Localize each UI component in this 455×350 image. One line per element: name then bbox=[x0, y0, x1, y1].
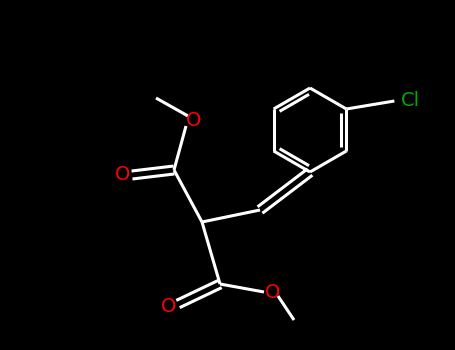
Text: O: O bbox=[115, 166, 131, 184]
Text: O: O bbox=[162, 296, 177, 315]
Text: O: O bbox=[186, 111, 202, 130]
Text: Cl: Cl bbox=[401, 91, 420, 111]
Text: O: O bbox=[265, 282, 281, 301]
